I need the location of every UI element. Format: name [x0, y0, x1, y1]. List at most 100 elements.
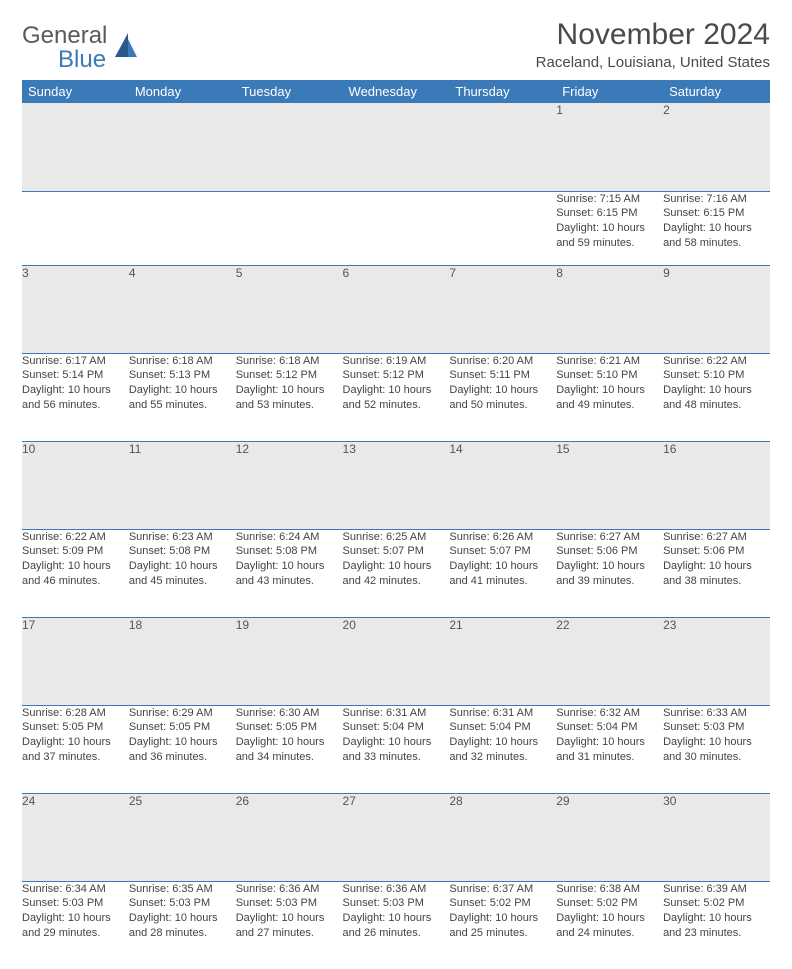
- detail-line: Daylight: 10 hours: [236, 383, 343, 398]
- detail-line: Sunset: 5:12 PM: [343, 368, 450, 383]
- detail-line: Sunset: 5:02 PM: [663, 896, 770, 911]
- detail-line: Sunset: 5:06 PM: [663, 544, 770, 559]
- day-number: 7: [449, 265, 556, 353]
- detail-line: Sunrise: 6:27 AM: [556, 530, 663, 545]
- month-title: November 2024: [536, 18, 770, 52]
- day-number: 12: [236, 441, 343, 529]
- detail-line: and 38 minutes.: [663, 574, 770, 589]
- day-details: Sunrise: 6:33 AMSunset: 5:03 PMDaylight:…: [663, 705, 770, 793]
- detail-line: Daylight: 10 hours: [22, 559, 129, 574]
- detail-line: and 55 minutes.: [129, 398, 236, 413]
- day-details: [449, 191, 556, 265]
- day-number: 19: [236, 617, 343, 705]
- detail-line: and 41 minutes.: [449, 574, 556, 589]
- detail-line: Sunrise: 6:22 AM: [663, 354, 770, 369]
- day-header: Saturday: [663, 80, 770, 103]
- detail-line: Daylight: 10 hours: [236, 559, 343, 574]
- detail-line: Daylight: 10 hours: [129, 383, 236, 398]
- day-number: 24: [22, 793, 129, 881]
- detail-line: Sunset: 5:07 PM: [449, 544, 556, 559]
- day-number: [236, 103, 343, 191]
- detail-line: and 30 minutes.: [663, 750, 770, 765]
- detail-line: Sunset: 5:12 PM: [236, 368, 343, 383]
- details-row: Sunrise: 7:15 AMSunset: 6:15 PMDaylight:…: [22, 191, 770, 265]
- day-header: Sunday: [22, 80, 129, 103]
- detail-line: Daylight: 10 hours: [556, 383, 663, 398]
- detail-line: Sunrise: 6:19 AM: [343, 354, 450, 369]
- day-number: 2: [663, 103, 770, 191]
- day-number: 23: [663, 617, 770, 705]
- day-number: 15: [556, 441, 663, 529]
- detail-line: Sunrise: 6:26 AM: [449, 530, 556, 545]
- detail-line: Sunset: 5:03 PM: [129, 896, 236, 911]
- detail-line: Sunrise: 7:16 AM: [663, 192, 770, 207]
- detail-line: Daylight: 10 hours: [129, 559, 236, 574]
- detail-line: Sunset: 5:08 PM: [236, 544, 343, 559]
- detail-line: Sunrise: 6:37 AM: [449, 882, 556, 897]
- detail-line: Sunrise: 6:34 AM: [22, 882, 129, 897]
- detail-line: and 39 minutes.: [556, 574, 663, 589]
- day-header: Tuesday: [236, 80, 343, 103]
- day-details: Sunrise: 6:35 AMSunset: 5:03 PMDaylight:…: [129, 881, 236, 969]
- detail-line: Daylight: 10 hours: [556, 559, 663, 574]
- detail-line: Sunset: 5:07 PM: [343, 544, 450, 559]
- day-details: Sunrise: 6:36 AMSunset: 5:03 PMDaylight:…: [236, 881, 343, 969]
- title-block: November 2024 Raceland, Louisiana, Unite…: [536, 18, 770, 71]
- day-header: Friday: [556, 80, 663, 103]
- day-details: Sunrise: 6:21 AMSunset: 5:10 PMDaylight:…: [556, 353, 663, 441]
- detail-line: Sunrise: 6:22 AM: [22, 530, 129, 545]
- detail-line: Sunrise: 6:29 AM: [129, 706, 236, 721]
- detail-line: Sunset: 5:04 PM: [343, 720, 450, 735]
- detail-line: Sunset: 5:03 PM: [663, 720, 770, 735]
- day-number: 28: [449, 793, 556, 881]
- detail-line: and 36 minutes.: [129, 750, 236, 765]
- day-details: Sunrise: 6:19 AMSunset: 5:12 PMDaylight:…: [343, 353, 450, 441]
- daynum-row: 10111213141516: [22, 441, 770, 529]
- day-number: [129, 103, 236, 191]
- detail-line: Sunrise: 6:36 AM: [236, 882, 343, 897]
- day-details: Sunrise: 6:37 AMSunset: 5:02 PMDaylight:…: [449, 881, 556, 969]
- detail-line: and 26 minutes.: [343, 926, 450, 941]
- detail-line: Daylight: 10 hours: [556, 221, 663, 236]
- day-number: [343, 103, 450, 191]
- detail-line: Sunrise: 6:24 AM: [236, 530, 343, 545]
- detail-line: Sunset: 5:03 PM: [343, 896, 450, 911]
- detail-line: Sunset: 5:14 PM: [22, 368, 129, 383]
- day-header: Monday: [129, 80, 236, 103]
- detail-line: and 37 minutes.: [22, 750, 129, 765]
- logo: General Blue: [22, 24, 139, 72]
- detail-line: Sunset: 5:11 PM: [449, 368, 556, 383]
- detail-line: Sunrise: 6:33 AM: [663, 706, 770, 721]
- day-number: [22, 103, 129, 191]
- detail-line: Sunrise: 6:17 AM: [22, 354, 129, 369]
- detail-line: Sunrise: 6:18 AM: [129, 354, 236, 369]
- detail-line: Sunset: 5:13 PM: [129, 368, 236, 383]
- detail-line: and 27 minutes.: [236, 926, 343, 941]
- day-details: Sunrise: 6:29 AMSunset: 5:05 PMDaylight:…: [129, 705, 236, 793]
- detail-line: Daylight: 10 hours: [22, 383, 129, 398]
- detail-line: Daylight: 10 hours: [343, 735, 450, 750]
- day-number: 1: [556, 103, 663, 191]
- detail-line: Sunset: 5:03 PM: [236, 896, 343, 911]
- detail-line: and 45 minutes.: [129, 574, 236, 589]
- day-details: Sunrise: 6:26 AMSunset: 5:07 PMDaylight:…: [449, 529, 556, 617]
- detail-line: Sunrise: 6:18 AM: [236, 354, 343, 369]
- day-details: Sunrise: 6:32 AMSunset: 5:04 PMDaylight:…: [556, 705, 663, 793]
- detail-line: and 52 minutes.: [343, 398, 450, 413]
- day-details: Sunrise: 6:24 AMSunset: 5:08 PMDaylight:…: [236, 529, 343, 617]
- day-details: Sunrise: 6:30 AMSunset: 5:05 PMDaylight:…: [236, 705, 343, 793]
- detail-line: and 56 minutes.: [22, 398, 129, 413]
- details-row: Sunrise: 6:17 AMSunset: 5:14 PMDaylight:…: [22, 353, 770, 441]
- detail-line: Daylight: 10 hours: [236, 735, 343, 750]
- logo-text-general: General: [22, 22, 107, 49]
- detail-line: Sunrise: 6:31 AM: [449, 706, 556, 721]
- detail-line: Sunset: 5:10 PM: [556, 368, 663, 383]
- detail-line: Daylight: 10 hours: [236, 911, 343, 926]
- day-number: 17: [22, 617, 129, 705]
- day-number: 13: [343, 441, 450, 529]
- day-number: 22: [556, 617, 663, 705]
- detail-line: Sunrise: 6:28 AM: [22, 706, 129, 721]
- detail-line: and 42 minutes.: [343, 574, 450, 589]
- detail-line: and 50 minutes.: [449, 398, 556, 413]
- day-number: 6: [343, 265, 450, 353]
